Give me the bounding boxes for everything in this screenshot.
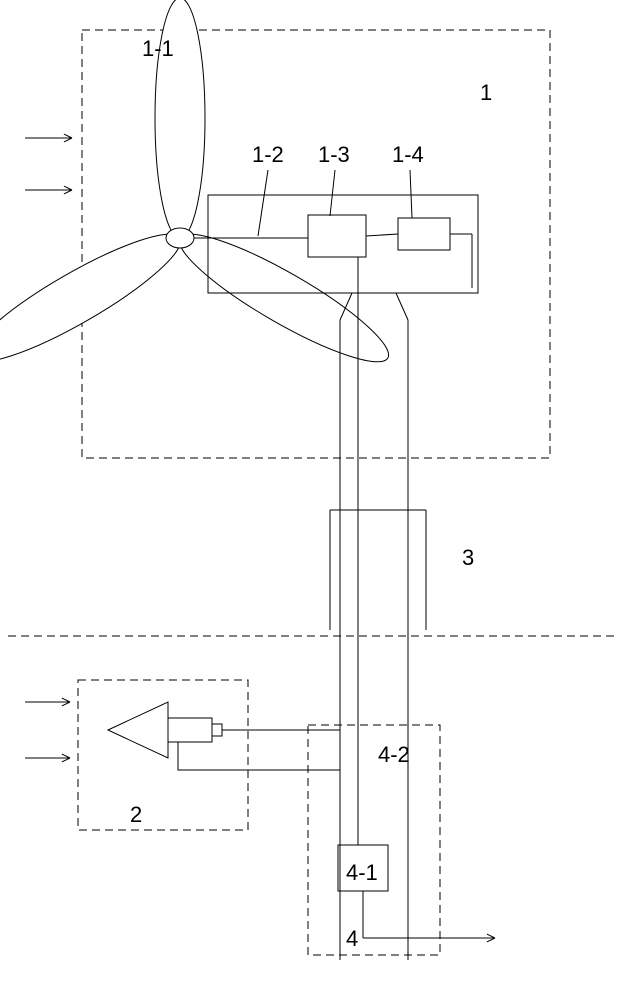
arrow-wind-top-0	[25, 134, 72, 142]
label-blade: 1-1	[142, 36, 174, 61]
comp14-box	[398, 218, 450, 250]
label-comp13: 1-3	[318, 142, 350, 167]
label-comp12: 1-2	[252, 142, 284, 167]
wire-horn-bottom	[178, 742, 340, 770]
blade	[168, 216, 401, 379]
hub	[166, 228, 194, 248]
leader-l13	[330, 170, 335, 216]
arrow-wind-bottom-0	[25, 698, 70, 706]
arrow-output	[438, 934, 495, 942]
label-comp41: 4-1	[346, 860, 378, 885]
arrow-wind-bottom-1	[25, 754, 70, 762]
horn-cone	[108, 702, 168, 758]
section4-box	[308, 725, 440, 955]
section2-box	[78, 680, 248, 830]
label-section4: 4	[346, 926, 358, 951]
comp13-box	[308, 215, 366, 257]
wire-13-14	[366, 234, 398, 236]
label-section2: 2	[130, 802, 142, 827]
label-comp14: 1-4	[392, 142, 424, 167]
label-section1: 1	[480, 80, 492, 105]
blade	[0, 216, 193, 379]
label-comp42: 4-2	[378, 742, 410, 767]
arrow-wind-top-1	[25, 186, 72, 194]
leader-l14	[410, 170, 412, 218]
horn-body	[168, 718, 212, 742]
label-section3: 3	[462, 545, 474, 570]
leader-l12	[258, 170, 268, 236]
diagram-canvas: 1-1 1 1-2 1-3 1-4 3 2 4-2 4-1 4	[0, 0, 624, 1000]
